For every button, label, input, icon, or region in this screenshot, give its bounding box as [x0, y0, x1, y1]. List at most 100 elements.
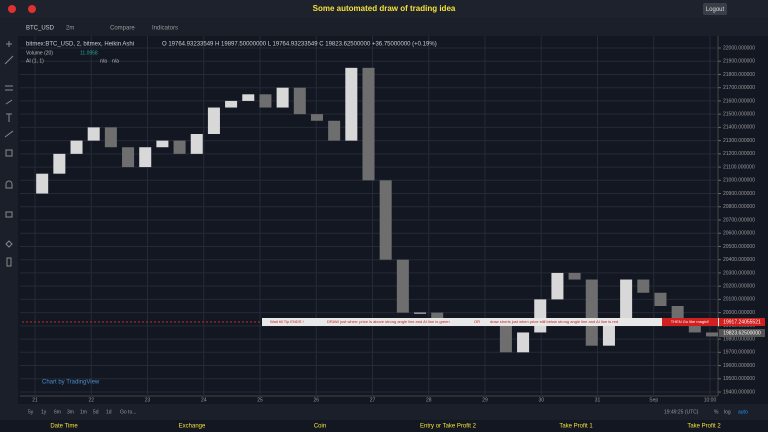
candle: [396, 259, 409, 313]
tool-icon[interactable]: [6, 41, 12, 47]
range-button[interactable]: 1d: [106, 409, 112, 415]
y-tick-label: 19900.000000: [723, 323, 755, 329]
y-tick-label: 19500.000000: [723, 376, 755, 382]
candle: [362, 67, 375, 181]
tool-icon[interactable]: [5, 149, 13, 157]
y-tick-label: 20900.000000: [723, 191, 755, 197]
footer-columns: Date Time Exchange Coin Entry or Take Profi…: [50, 424, 721, 430]
tool-icon[interactable]: [6, 257, 12, 267]
candle: [379, 180, 392, 260]
y-tick-label: 19700.000000: [723, 350, 755, 356]
tool-icon[interactable]: [4, 55, 14, 65]
left-toolbar: [0, 36, 18, 420]
footer-column: Take Profit 2: [687, 424, 721, 430]
price-label-bg: [719, 318, 765, 326]
legend-ai-value: n/a: [112, 58, 119, 64]
price-label-bg: [719, 329, 765, 337]
tool-icon[interactable]: [5, 211, 13, 218]
candle: [139, 147, 152, 168]
tool-icon[interactable]: [5, 85, 13, 91]
candle: [534, 299, 547, 333]
candle: [517, 332, 530, 353]
goto[interactable]: Go to...: [120, 409, 136, 415]
candle: [242, 94, 255, 101]
y-tick-label: 21300.000000: [723, 138, 755, 144]
range-button[interactable]: 3m: [67, 409, 74, 415]
y-tick-label: 21000.000000: [723, 178, 755, 184]
tool-icon[interactable]: [5, 240, 13, 248]
legend-ai: AI (1, 1): [26, 58, 44, 64]
candle: [36, 173, 49, 194]
logo-icon: [8, 5, 16, 13]
x-tick-label: Sep: [649, 397, 658, 403]
range-button[interactable]: 6m: [54, 409, 61, 415]
log-toggle[interactable]: log: [724, 409, 731, 415]
y-tick-label: 21800.000000: [723, 72, 755, 78]
candle: [310, 114, 323, 121]
x-tick-label: 21: [32, 397, 38, 403]
indicators[interactable]: Indicators: [152, 26, 178, 32]
y-tick-label: 20700.000000: [723, 217, 755, 223]
candle: [414, 312, 427, 314]
y-tick-label: 22000.000000: [723, 45, 755, 51]
price-label: 19917.24055521: [723, 319, 761, 325]
x-tick-label: 22: [88, 397, 94, 403]
legend-series: bitmex:BTC_USD, 2, bitmex, Heikin Ashi: [26, 42, 134, 48]
candle: [705, 332, 719, 337]
range-button[interactable]: 1y: [41, 409, 47, 415]
y-tick-label: 20200.000000: [723, 283, 755, 289]
watermark[interactable]: Chart by TradingView: [42, 380, 100, 386]
y-tick-label: 20100.000000: [723, 297, 755, 303]
footer-column: Take Profit 1: [559, 424, 593, 430]
candle: [122, 147, 135, 168]
y-tick-label: 21400.000000: [723, 125, 755, 131]
compare[interactable]: Compare: [110, 26, 135, 32]
interval[interactable]: 2m: [66, 26, 74, 32]
annotation-text: THEN Go like magic!!: [671, 319, 709, 324]
y-tick-label: 21100.000000: [723, 164, 755, 170]
range-button[interactable]: 5y: [28, 409, 34, 415]
logout-button[interactable]: [703, 3, 727, 15]
candle: [276, 87, 289, 108]
logout-label[interactable]: Logout: [706, 7, 725, 13]
x-tick-label: 28: [426, 397, 432, 403]
y-tick-label: 19400.000000: [723, 389, 755, 395]
candle: [53, 153, 66, 174]
y-tick-label: 20000.000000: [723, 310, 755, 316]
header-bar: [0, 0, 768, 18]
clock: 19:49:25 (UTC): [664, 409, 699, 415]
candle: [225, 100, 238, 108]
footer: [0, 420, 768, 432]
candle: [654, 292, 667, 306]
annotation-text: OR: [474, 319, 480, 324]
candle: [259, 94, 272, 108]
range-button[interactable]: 1m: [80, 409, 87, 415]
candle: [328, 120, 341, 141]
range-button[interactable]: 5d: [93, 409, 99, 415]
x-tick-label: 24: [201, 397, 207, 403]
auto-toggle[interactable]: auto: [738, 409, 748, 415]
footer-column: Coin: [314, 424, 326, 430]
footer-column: Exchange: [179, 424, 206, 430]
price-label: 19823.62500000: [723, 330, 761, 336]
y-tick-label: 20500.000000: [723, 244, 755, 250]
y-tick-label: 20300.000000: [723, 270, 755, 276]
percent-toggle[interactable]: %: [714, 409, 719, 415]
tool-icon[interactable]: [5, 180, 13, 189]
candle: [620, 279, 633, 320]
candle: [70, 140, 83, 154]
candle: [207, 107, 220, 134]
footer-column: Date Time: [50, 424, 78, 430]
candle: [104, 127, 117, 148]
symbol[interactable]: BTC_USD: [26, 26, 55, 32]
x-tick-label: 23: [145, 397, 151, 403]
candle: [585, 279, 598, 346]
tool-icon[interactable]: [6, 113, 12, 122]
tool-icon[interactable]: [5, 99, 13, 105]
candle: [345, 67, 358, 141]
y-tick-label: 20800.000000: [723, 204, 755, 210]
annotation-highlight: [662, 318, 718, 326]
tool-icon[interactable]: [4, 130, 14, 138]
